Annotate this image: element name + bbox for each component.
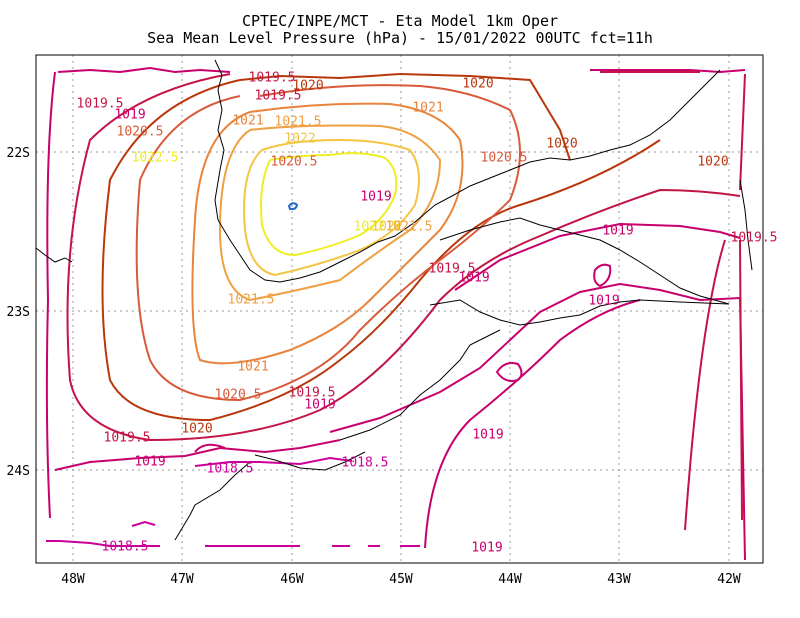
- isobar-1021-5: [218, 124, 442, 302]
- map-title: CPTEC/INPE/MCT - Eta Model 1km Oper: [242, 12, 558, 30]
- contour-label: 1019: [114, 108, 145, 123]
- isobar-1018-5-coast: [194, 456, 353, 467]
- contour-label: 1019.5: [104, 431, 151, 446]
- isobar-1021: [191, 102, 464, 365]
- map-frame: [35, 54, 764, 564]
- lon-tick: 46W: [280, 572, 304, 587]
- contour-label: 1019: [458, 271, 489, 286]
- contour-label: 1019: [602, 224, 633, 239]
- contour-label: 1020: [546, 137, 577, 152]
- lat-tick: 22S: [7, 146, 30, 161]
- contour-label: 1020: [292, 79, 323, 94]
- coastline: [35, 59, 753, 541]
- contour-label: 1021.5: [386, 220, 433, 235]
- contour-label: 1020: [181, 422, 212, 437]
- isobar-1019-west: [45, 66, 746, 561]
- isobar-contours: [45, 66, 746, 561]
- contour-label: 1021.5: [275, 115, 322, 130]
- isobar-1019-5-east: [684, 239, 743, 531]
- contour-label: 1019: [588, 294, 619, 309]
- isobar-1019-loop2: [593, 263, 612, 288]
- isobar-1019-5: [66, 71, 746, 442]
- contour-label: 1019.5: [255, 89, 302, 104]
- contour-label: 1022: [284, 132, 315, 147]
- contour-label: 1022: [371, 220, 402, 235]
- contour-label: 1021: [232, 114, 263, 129]
- contour-label: 1019.5: [429, 262, 476, 277]
- isobar-1022: [243, 138, 420, 277]
- isobar-1018-5-inlet: [131, 520, 156, 527]
- contour-label: 1019.5: [249, 71, 296, 86]
- contour-label: 1020: [462, 77, 493, 92]
- contour-label: 1019.5: [289, 386, 336, 401]
- lat-tick: 23S: [7, 305, 30, 320]
- isobar-1020: [101, 72, 661, 422]
- lon-tick: 48W: [61, 572, 85, 587]
- contour-label: 1019.5: [77, 97, 124, 112]
- high-pressure-center: [287, 202, 299, 211]
- contour-label: 1018.5: [102, 540, 149, 555]
- contour-label: 1020: [697, 155, 728, 170]
- isobar-1019-north: [424, 299, 641, 549]
- map-subtitle: Sea Mean Level Pressure (hPa) - 15/01/20…: [147, 29, 653, 47]
- contour-label: 1022.5: [354, 220, 401, 235]
- contour-label: 1020.5: [271, 155, 318, 170]
- lon-tick: 45W: [389, 572, 413, 587]
- contour-label: 1019: [134, 455, 165, 470]
- contour-label: 1018.5: [207, 462, 254, 477]
- lon-tick: 42W: [717, 572, 741, 587]
- latitude-axis: 22S 23S 24S: [7, 146, 30, 479]
- contour-label: 1019: [472, 428, 503, 443]
- lon-tick: 47W: [170, 572, 194, 587]
- longitude-axis: 48W 47W 46W 45W 44W 43W 42W: [61, 572, 741, 587]
- isobar-1022-5: [260, 152, 398, 257]
- isobar-1019-east: [454, 222, 741, 291]
- contour-label: 1019: [471, 541, 502, 556]
- contour-label: 1021: [237, 360, 268, 375]
- contour-label: 1018.5: [342, 456, 389, 471]
- contour-label: 1020.5: [481, 151, 528, 166]
- contour-label: 1022.5: [132, 151, 179, 166]
- contour-label: 1020.5: [215, 388, 262, 403]
- contour-label: 1021.5: [228, 293, 275, 308]
- contour-label: 1019.5: [731, 231, 778, 246]
- contour-label: 1019: [304, 398, 335, 413]
- lon-tick: 44W: [498, 572, 522, 587]
- isobar-1019-loop1: [495, 362, 523, 382]
- isobar-1018-5-west: [46, 540, 160, 547]
- contour-label: 1019: [360, 190, 391, 205]
- lat-tick: 24S: [7, 464, 30, 479]
- lat-lon-grid: [36, 55, 763, 563]
- contour-label: 1021: [412, 101, 443, 116]
- contour-label: 1020.5: [117, 125, 164, 140]
- lon-tick: 43W: [607, 572, 631, 587]
- isobar-1020-5: [135, 84, 521, 402]
